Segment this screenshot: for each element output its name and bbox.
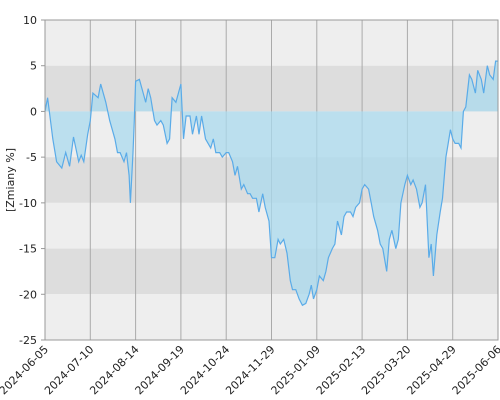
y-tick-label: 5	[30, 60, 37, 73]
y-tick-label: -5	[26, 151, 37, 164]
plot-frame	[44, 19, 499, 341]
y-tick-label: -15	[19, 243, 37, 256]
y-tick-label: 0	[30, 105, 37, 118]
y-tick-label: -25	[19, 334, 37, 347]
area	[45, 61, 498, 306]
y-axis-label: [Zmiany %]	[4, 148, 17, 212]
y-tick-label: 10	[23, 14, 37, 27]
line	[44, 60, 498, 307]
y-tick-label: -20	[19, 288, 37, 301]
y-tick-label: -10	[19, 197, 37, 210]
